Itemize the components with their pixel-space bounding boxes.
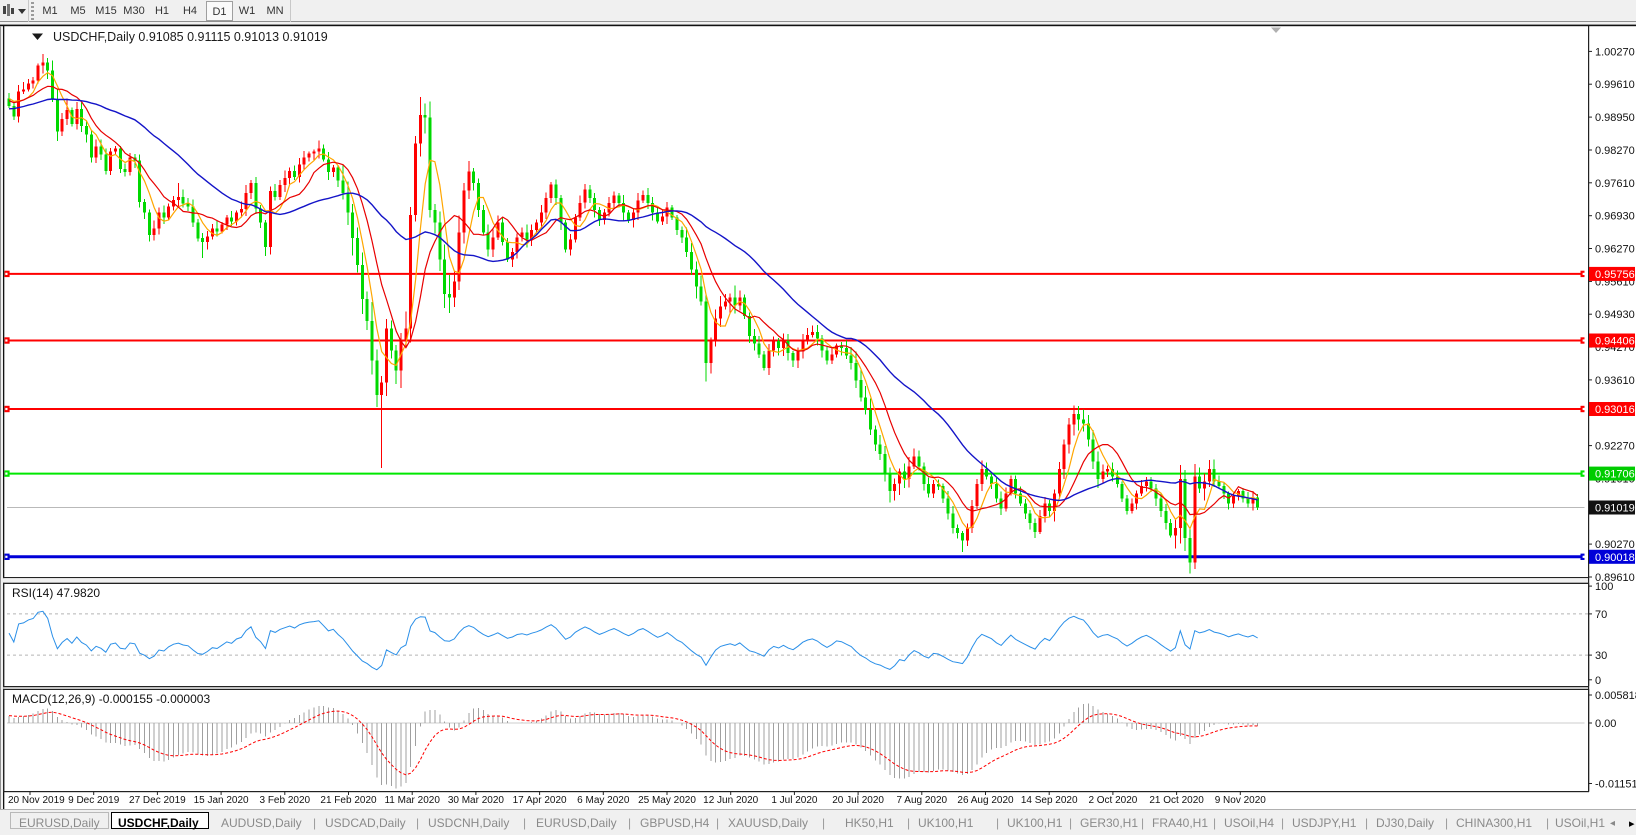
svg-text:9 Dec 2019: 9 Dec 2019 <box>68 795 120 806</box>
svg-text:6 May 2020: 6 May 2020 <box>577 795 630 806</box>
svg-text:15 Jan 2020: 15 Jan 2020 <box>194 795 249 806</box>
svg-text:17 Apr 2020: 17 Apr 2020 <box>513 795 567 806</box>
svg-text:20 Jul 2020: 20 Jul 2020 <box>832 795 884 806</box>
svg-text:0.98270: 0.98270 <box>1595 145 1635 157</box>
svg-text:0: 0 <box>1595 675 1601 687</box>
svg-text:30 Mar 2020: 30 Mar 2020 <box>448 795 505 806</box>
svg-text:0.91019: 0.91019 <box>1595 503 1635 515</box>
svg-text:0.93610: 0.93610 <box>1595 375 1635 387</box>
svg-text:0.97610: 0.97610 <box>1595 178 1635 190</box>
svg-text:0.94930: 0.94930 <box>1595 309 1635 321</box>
svg-text:0.92270: 0.92270 <box>1595 441 1635 453</box>
svg-text:USDCHF,Daily 0.91085 0.91115: USDCHF,Daily 0.91085 0.91115 0.91013 0.9… <box>53 30 328 44</box>
svg-text:0.98950: 0.98950 <box>1595 112 1635 124</box>
svg-text:-0.01151: -0.01151 <box>1595 779 1636 791</box>
svg-text:1.00270: 1.00270 <box>1595 46 1635 58</box>
svg-text:0.89610: 0.89610 <box>1595 572 1635 584</box>
svg-text:20 Nov 2019: 20 Nov 2019 <box>8 795 65 806</box>
svg-text:27 Dec 2019: 27 Dec 2019 <box>129 795 186 806</box>
svg-text:0.94406: 0.94406 <box>1595 336 1635 348</box>
svg-text:MACD(12,26,9) -0.000155 -0.000: MACD(12,26,9) -0.000155 -0.000003 <box>12 692 210 706</box>
svg-text:12 Jun 2020: 12 Jun 2020 <box>703 795 758 806</box>
svg-text:0.91706: 0.91706 <box>1595 469 1635 481</box>
svg-text:1 Jul 2020: 1 Jul 2020 <box>771 795 818 806</box>
svg-text:2 Oct 2020: 2 Oct 2020 <box>1088 795 1137 806</box>
svg-text:25 May 2020: 25 May 2020 <box>638 795 696 806</box>
svg-text:70: 70 <box>1595 609 1607 621</box>
svg-text:7 Aug 2020: 7 Aug 2020 <box>896 795 947 806</box>
svg-text:0.95756: 0.95756 <box>1595 269 1635 281</box>
svg-text:0.99610: 0.99610 <box>1595 79 1635 91</box>
svg-text:0.96270: 0.96270 <box>1595 244 1635 256</box>
svg-text:9 Nov 2020: 9 Nov 2020 <box>1215 795 1267 806</box>
svg-text:21 Feb 2020: 21 Feb 2020 <box>320 795 377 806</box>
svg-text:14 Sep 2020: 14 Sep 2020 <box>1021 795 1078 806</box>
svg-text:0.90018: 0.90018 <box>1595 552 1635 564</box>
svg-text:0.96930: 0.96930 <box>1595 211 1635 223</box>
svg-text:0.90270: 0.90270 <box>1595 539 1635 551</box>
svg-text:21 Oct 2020: 21 Oct 2020 <box>1149 795 1204 806</box>
svg-text:0.00: 0.00 <box>1595 718 1616 730</box>
svg-text:0.005818: 0.005818 <box>1595 690 1636 702</box>
svg-text:RSI(14) 47.9820: RSI(14) 47.9820 <box>12 586 100 600</box>
svg-text:3 Feb 2020: 3 Feb 2020 <box>259 795 310 806</box>
svg-text:26 Aug 2020: 26 Aug 2020 <box>957 795 1014 806</box>
svg-text:11 Mar 2020: 11 Mar 2020 <box>384 795 440 806</box>
svg-text:100: 100 <box>1595 581 1613 593</box>
svg-text:30: 30 <box>1595 650 1607 662</box>
svg-text:0.93016: 0.93016 <box>1595 404 1635 416</box>
